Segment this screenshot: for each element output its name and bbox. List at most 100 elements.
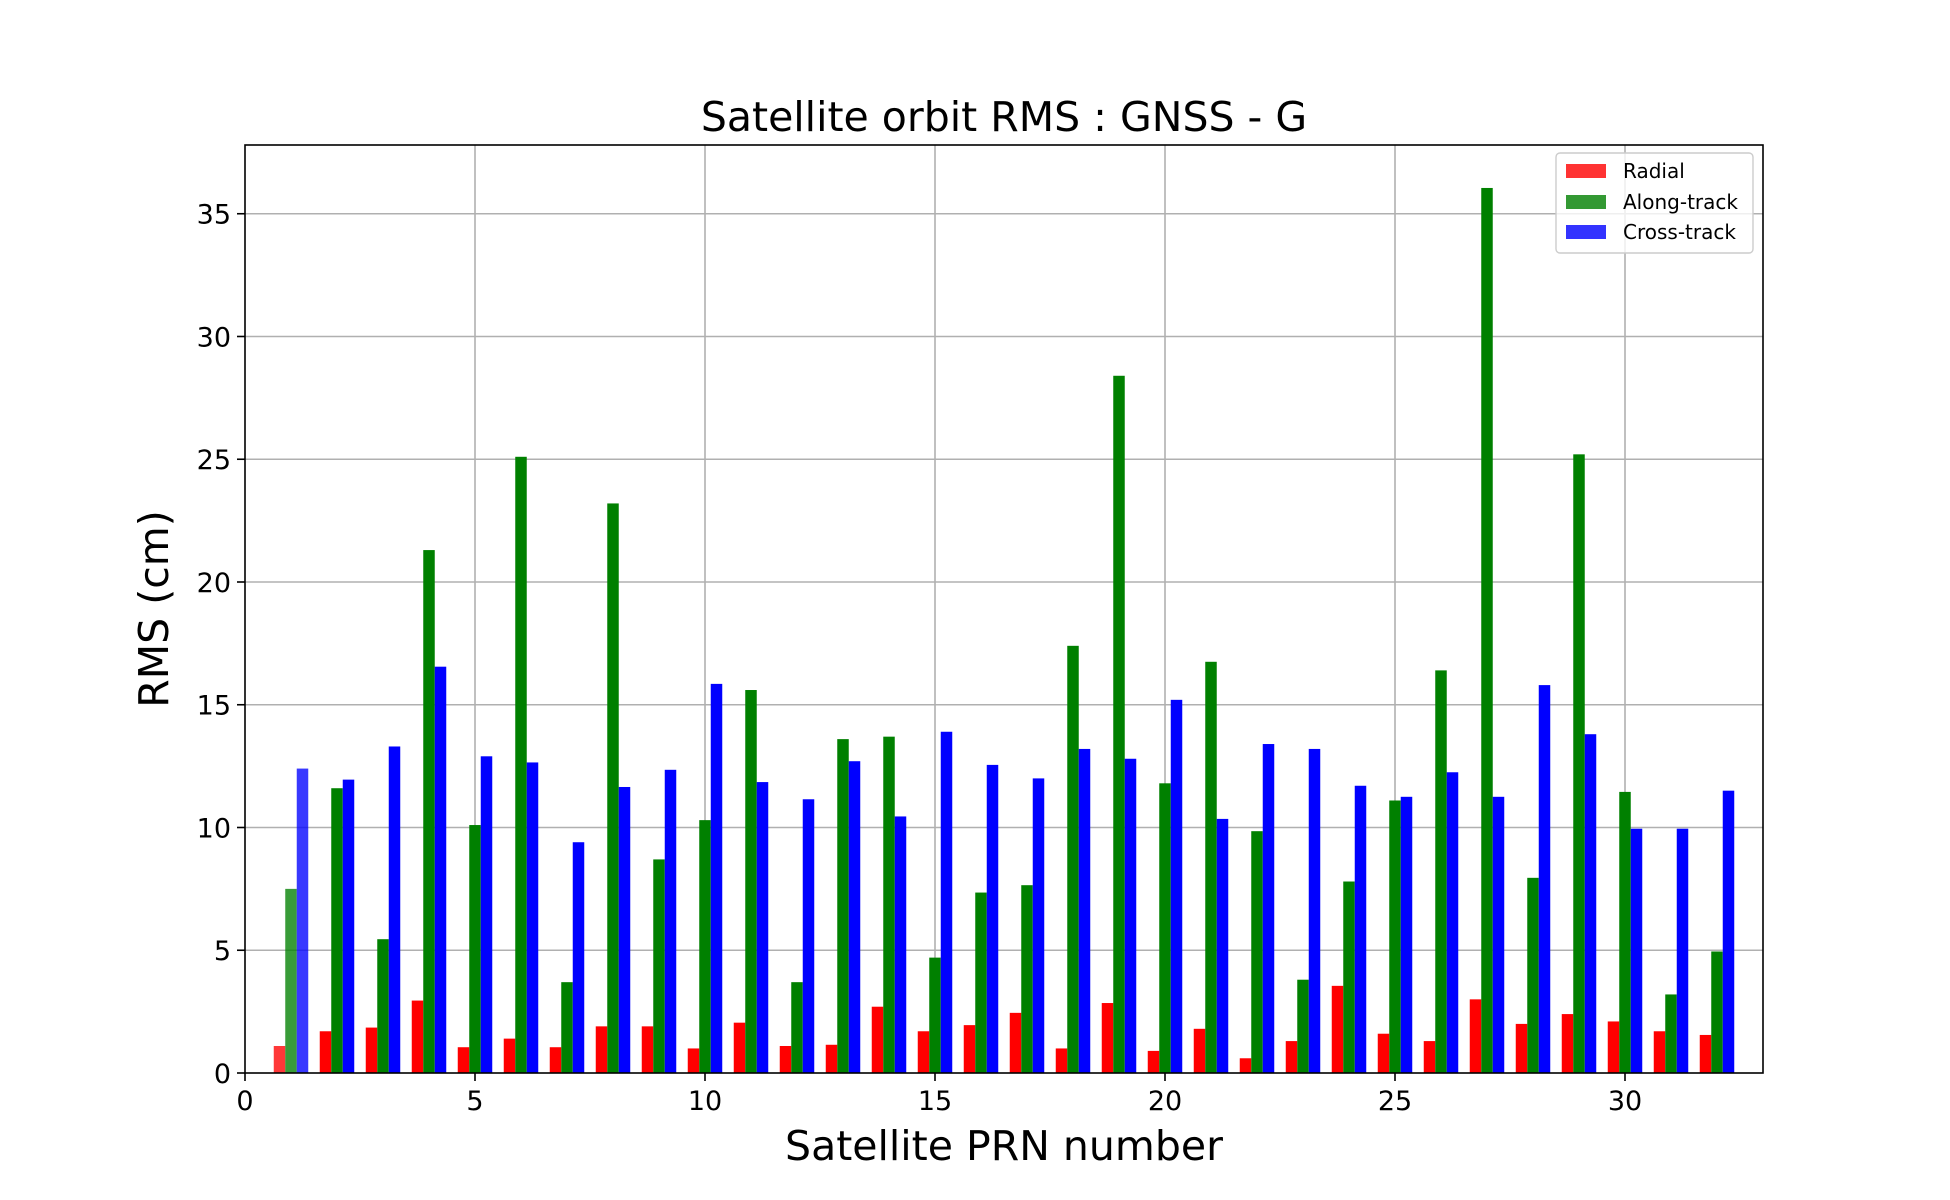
along-track-bar [883, 736, 895, 1073]
legend-label-radial: Radial [1623, 159, 1685, 183]
cross-track-bar [848, 761, 861, 1073]
cross-track-bar [388, 746, 401, 1073]
chart-title: Satellite orbit RMS : GNSS - G [701, 93, 1307, 141]
radial-bar [1607, 1021, 1620, 1073]
radial-bar [917, 1031, 930, 1073]
radial-bar [1377, 1033, 1390, 1073]
radial-bar [825, 1044, 838, 1073]
cross-track-bar [1630, 828, 1643, 1073]
along-track-bar [1665, 994, 1677, 1073]
x-tick-label: 20 [1148, 1086, 1182, 1117]
along-track-bar [1619, 791, 1631, 1073]
y-tick-label: 10 [197, 813, 231, 844]
radial-bar [871, 1006, 884, 1073]
along-track-bar [837, 739, 849, 1073]
radial-bar [1515, 1023, 1528, 1073]
cross-track-bar [572, 842, 585, 1073]
cross-track-bar [1216, 818, 1229, 1073]
along-track-bar [1067, 645, 1079, 1073]
bars [273, 187, 1735, 1074]
along-track-bar [1711, 951, 1723, 1073]
cross-track-bar [618, 786, 631, 1073]
along-track-bar [975, 892, 987, 1073]
y-tick-label: 0 [214, 1059, 231, 1090]
cross-track-bar [710, 683, 723, 1073]
legend-swatch-cross-track [1566, 225, 1606, 239]
cross-track-bar [940, 731, 953, 1073]
radial-bar [1285, 1041, 1298, 1073]
cross-track-bar [1584, 734, 1597, 1073]
cross-track-bar [1446, 772, 1459, 1073]
radial-bar [1699, 1034, 1712, 1073]
x-axis-label: Satellite PRN number [785, 1122, 1223, 1170]
cross-track-bar [1124, 758, 1137, 1073]
cross-track-bar [434, 666, 447, 1073]
plot-frame [244, 144, 1764, 1074]
radial-bar [273, 1045, 286, 1073]
legend-swatch-radial [1566, 164, 1606, 178]
x-tick-label: 10 [688, 1086, 722, 1117]
radial-bar [1561, 1014, 1574, 1073]
along-track-bar [1343, 881, 1355, 1073]
radial-bar [641, 1026, 654, 1073]
cross-track-bar [1308, 748, 1321, 1073]
radial-bar [1147, 1050, 1160, 1073]
radial-bar [1331, 985, 1344, 1073]
along-track-bar [1205, 661, 1217, 1073]
y-tick-label: 25 [197, 445, 231, 476]
along-track-bar [561, 982, 573, 1073]
along-track-bar [285, 888, 297, 1073]
along-track-bar [423, 550, 435, 1073]
cross-track-bar [756, 782, 769, 1073]
cross-track-bar [526, 762, 539, 1073]
y-axis-label: RMS (cm) [130, 510, 178, 707]
x-tick-label: 5 [466, 1086, 483, 1117]
along-track-bar [1527, 877, 1539, 1073]
legend: Radial Along-track Cross-track [1555, 152, 1754, 254]
y-tick-label: 5 [214, 936, 231, 967]
cross-track-bar [802, 799, 815, 1073]
radial-bar [457, 1047, 470, 1073]
cross-track-bar [1354, 785, 1367, 1073]
along-track-bar [791, 982, 803, 1073]
radial-bar [549, 1047, 562, 1073]
y-tick-label: 30 [197, 322, 231, 353]
along-track-bar [1021, 885, 1033, 1073]
along-track-bar [1573, 454, 1585, 1073]
along-track-bar [1159, 783, 1171, 1073]
cross-track-bar [1032, 778, 1045, 1073]
y-tick-label: 35 [197, 200, 231, 231]
along-track-bar [653, 859, 665, 1073]
cross-track-bar [480, 756, 493, 1073]
radial-bar [503, 1038, 516, 1073]
along-track-bar [1251, 831, 1263, 1073]
radial-bar [1009, 1012, 1022, 1073]
along-track-bar [929, 957, 941, 1073]
radial-bar [1653, 1031, 1666, 1073]
radial-bar [733, 1022, 746, 1073]
cross-track-bar [1676, 828, 1689, 1073]
cross-track-bar [894, 816, 907, 1073]
radial-bar [687, 1048, 700, 1073]
cross-track-bar [1722, 790, 1735, 1073]
legend-label-cross-track: Cross-track [1623, 220, 1736, 244]
along-track-bar [1297, 979, 1309, 1073]
along-track-bar [469, 825, 481, 1073]
cross-track-bar [1262, 744, 1275, 1073]
cross-track-bar [1078, 748, 1091, 1073]
radial-bar [1193, 1028, 1206, 1073]
cross-track-bar [296, 768, 309, 1073]
along-track-bar [607, 503, 619, 1074]
x-tick-label: 30 [1608, 1086, 1642, 1117]
grid-lines [245, 145, 1763, 1073]
x-tick-label: 25 [1378, 1086, 1412, 1117]
radial-bar [779, 1045, 792, 1073]
along-track-bar [331, 788, 343, 1073]
radial-bar [963, 1025, 976, 1073]
cross-track-bar [1492, 796, 1505, 1073]
cross-track-bar [664, 769, 677, 1073]
cross-track-bar [1538, 685, 1551, 1073]
x-tick-label: 0 [236, 1086, 253, 1117]
